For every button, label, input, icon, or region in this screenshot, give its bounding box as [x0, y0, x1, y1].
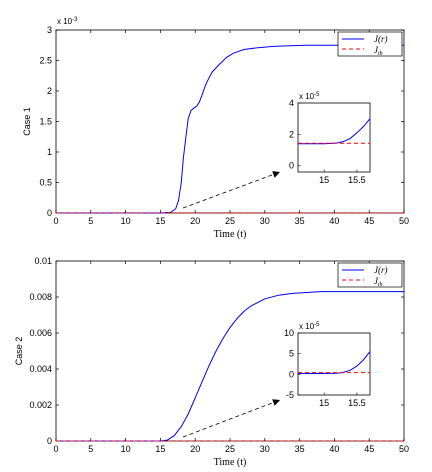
x-tick-label: 30	[260, 444, 270, 454]
inset-y-tick-label: 5	[289, 349, 294, 359]
y-tick-label: 0.01	[34, 256, 52, 266]
x-tick-label: 5	[88, 444, 93, 454]
y-exponent-label: x 10-3	[57, 17, 78, 26]
y-exponent-power: -3	[72, 17, 78, 23]
inset-x-tick-label: 15	[319, 175, 329, 185]
annotation-arrow-line	[182, 399, 281, 438]
y-tick-label: 2	[47, 86, 52, 96]
annotation-arrow-head	[272, 399, 280, 406]
x-tick-label: 15	[155, 216, 165, 226]
x-tick-label: 25	[225, 444, 235, 454]
inset-y-exponent-label: x 10-5	[299, 92, 320, 101]
x-tick-label: 15	[155, 444, 165, 454]
x-tick-label: 50	[399, 444, 409, 454]
legend-box	[337, 262, 403, 288]
inset-chart: 15 15.5 -5 0 5 10 x 10-5	[284, 322, 371, 408]
legend-label-jth: Jth	[374, 276, 383, 288]
inset-x-tick-label: 15.5	[348, 398, 366, 408]
inset-frame	[297, 102, 371, 173]
y-tick-label: 0	[47, 208, 52, 218]
y-tick-label: 0.008	[29, 292, 52, 302]
x-tick-label: 10	[121, 216, 131, 226]
inset-y-tick-label: 4	[289, 98, 294, 108]
y-tick-label: 0.002	[29, 400, 52, 410]
x-tick-label: 35	[295, 216, 305, 226]
y-axis-label: Case 2	[14, 337, 24, 366]
inset-y-tick-label: 0	[289, 161, 294, 171]
y-tick-label: 0.5	[39, 178, 52, 188]
x-tick-label: 5	[88, 216, 93, 226]
inset-y-tick-label: 0	[289, 369, 294, 379]
x-tick-label: 45	[364, 444, 374, 454]
legend-label-jth-sub: th	[378, 282, 383, 288]
chart-2: 0 5 10 15 20 25 30 35 40 45 5000.0020.0040.0060.00…	[14, 256, 409, 468]
x-tick-label: 50	[399, 216, 409, 226]
inset-y-exponent-power: -5	[314, 92, 320, 98]
x-tick-label: 25	[225, 216, 235, 226]
y-tick-label: 2.5	[39, 56, 52, 66]
inset-y-exponent-label: x 10-5	[299, 322, 320, 331]
legend-box	[337, 31, 403, 57]
legend-label-jth-sub: th	[378, 51, 383, 57]
series-line-jr	[56, 44, 404, 214]
annotation-arrow-head	[272, 171, 280, 178]
x-tick-label: 45	[364, 216, 374, 226]
inset-chart: 15 15.5 0 2 4 x 10-5	[289, 92, 371, 185]
y-tick-label: 0.006	[29, 328, 52, 338]
inset-x-tick-label: 15.5	[348, 175, 366, 185]
x-tick-label: 30	[260, 216, 270, 226]
y-tick-label: 0.004	[29, 364, 52, 374]
x-tick-label: 40	[329, 444, 339, 454]
legend-label-jth: Jth	[374, 45, 383, 57]
inset-x-tick-label: 15	[319, 398, 329, 408]
y-tick-label: 1	[47, 147, 52, 157]
inset-y-tick-label: 2	[289, 129, 294, 139]
x-tick-label: 0	[53, 444, 58, 454]
x-tick-label: 20	[190, 444, 200, 454]
x-tick-label: 0	[53, 216, 58, 226]
y-tick-label: 3	[47, 25, 52, 35]
x-tick-label: 40	[329, 216, 339, 226]
x-tick-label: 10	[121, 444, 131, 454]
inset-y-tick-label: -5	[286, 390, 294, 400]
annotation-arrow-line	[182, 171, 281, 209]
legend-label-jr: J(r)	[374, 34, 388, 44]
legend-label-jr: J(r)	[374, 265, 388, 275]
x-axis-label: Time (t)	[214, 229, 247, 240]
inset-frame	[297, 332, 371, 396]
inset-y-exponent-power: -5	[314, 322, 320, 328]
inset-y-tick-label: 10	[284, 328, 294, 338]
x-tick-label: 35	[295, 444, 305, 454]
x-axis-label: Time (t)	[214, 457, 247, 468]
y-tick-label: 1.5	[39, 117, 52, 127]
y-tick-label: 0	[47, 436, 52, 446]
y-axis-label: Case 1	[22, 107, 32, 136]
series-line-jr	[56, 291, 404, 442]
x-tick-label: 20	[190, 216, 200, 226]
inset-series-jr	[298, 351, 371, 375]
